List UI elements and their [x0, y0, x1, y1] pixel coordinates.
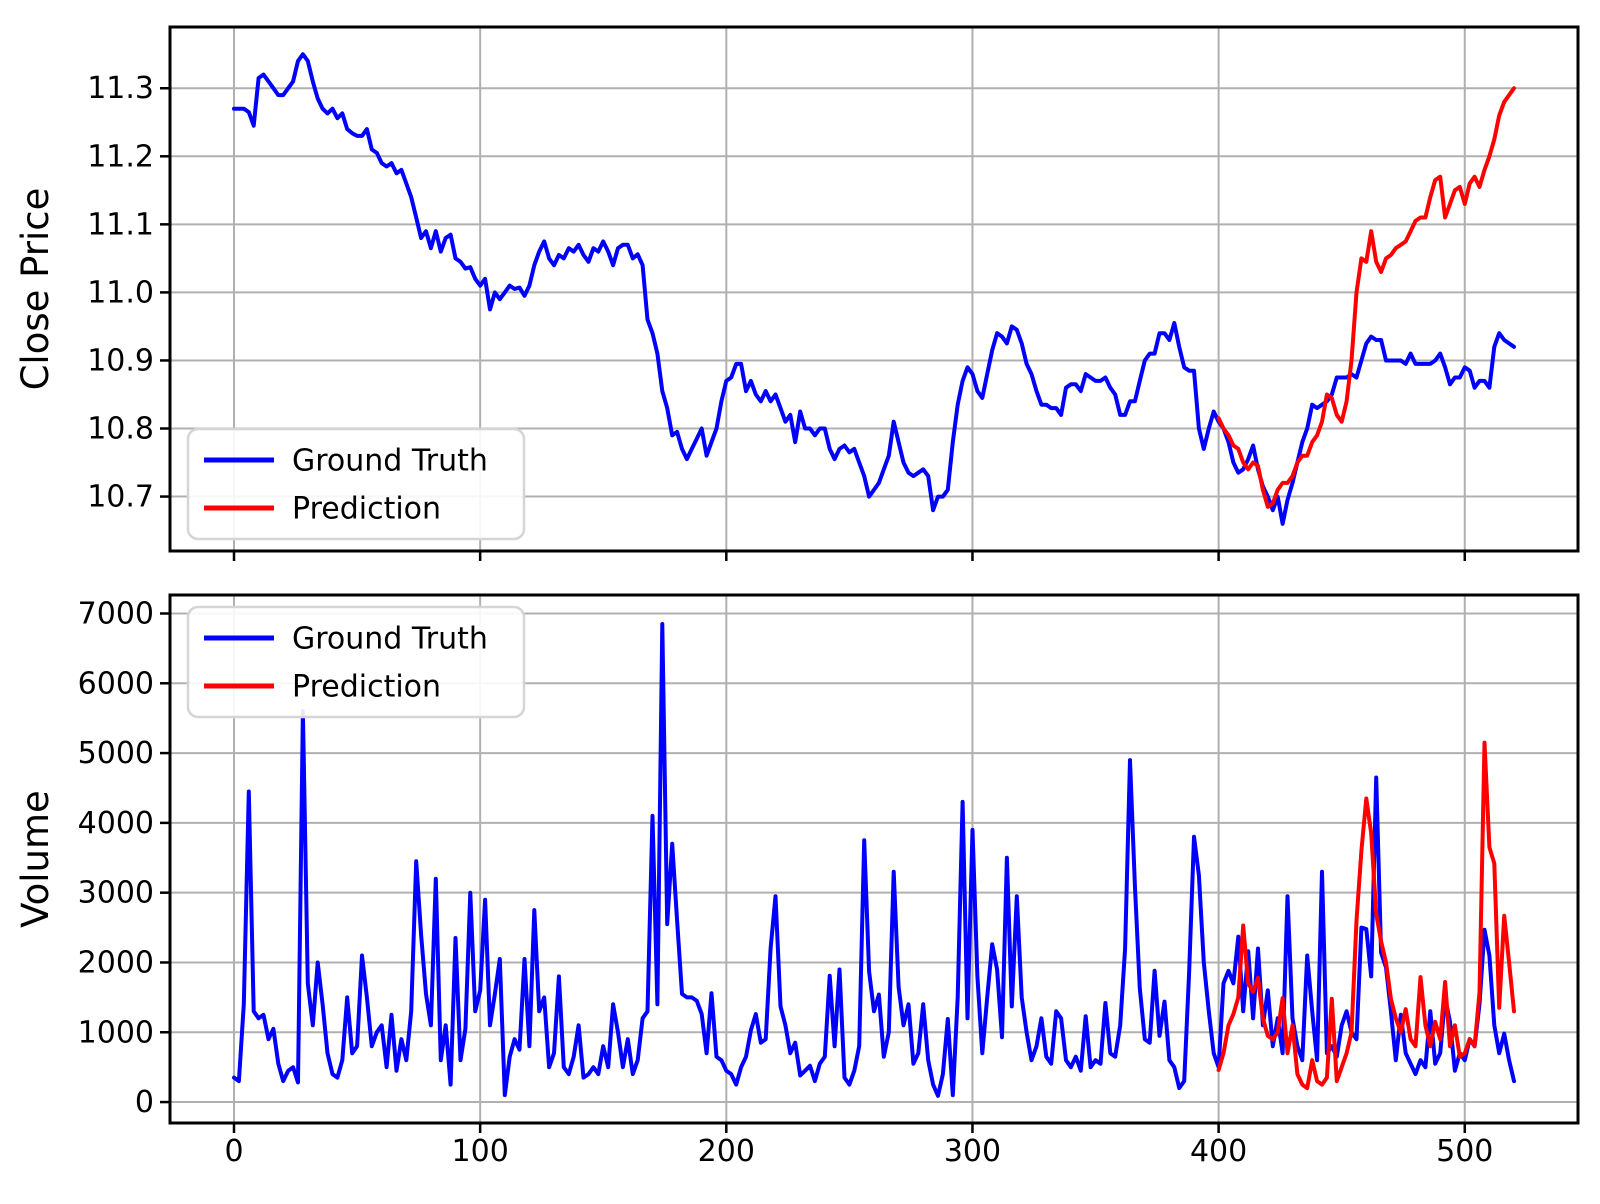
y-tick-label: 11.0: [87, 275, 154, 310]
x-tick-label: 100: [452, 1134, 509, 1169]
y-tick-label: 10.9: [87, 343, 154, 378]
close-price-subplot: 10.7 10.8 10.9 11.0 11.1 11.2 11.3 Close Price G…: [14, 25, 1580, 561]
axes-spines: [168, 25, 1580, 553]
legend: Ground Truth Prediction: [186, 427, 526, 541]
y-tick-label: 0: [135, 1085, 154, 1120]
y-tick-label: 5000: [78, 736, 154, 771]
y-tick-label: 11.3: [87, 71, 154, 106]
x-axis: [232, 551, 1467, 561]
prediction-line: [1216, 86, 1516, 509]
axes-spines: [168, 593, 1580, 1125]
y-axis-label: Close Price: [14, 188, 57, 391]
y-tick-label: 4000: [78, 806, 154, 841]
y-tick-label: 10.8: [87, 412, 154, 447]
y-tick-label: 10.7: [87, 480, 154, 515]
y-tick-label: 11.2: [87, 139, 154, 174]
y-tick-label: 6000: [78, 666, 154, 701]
x-tick-label: 300: [944, 1134, 1001, 1169]
y-tick-label: 7000: [78, 596, 154, 631]
volume-subplot: 0 100 200 300 400 500010002000300040005000600…: [14, 593, 1580, 1169]
legend-ground-truth-label: Ground Truth: [292, 622, 488, 657]
y-tick-label: 1000: [78, 1015, 154, 1050]
y-axis: 10.7 10.8 10.9 11.0 11.1 11.2 11.3: [87, 71, 170, 515]
grid: [170, 595, 1578, 1123]
y-tick-label: 2000: [78, 945, 154, 980]
legend: Ground Truth Prediction: [186, 605, 526, 719]
legend-prediction-label: Prediction: [292, 492, 441, 527]
x-tick-label: 200: [698, 1134, 755, 1169]
series-group: [232, 52, 1516, 526]
legend-prediction-label: Prediction: [292, 670, 441, 705]
x-tick-label: 400: [1190, 1134, 1247, 1169]
y-tick-label: 3000: [78, 876, 154, 911]
legend-box: [186, 605, 526, 719]
legend-box: [186, 427, 526, 541]
prediction-line: [1216, 740, 1516, 1091]
x-tick-label: 500: [1436, 1134, 1493, 1169]
x-tick-label: 0: [224, 1134, 243, 1169]
ground-truth-line: [232, 622, 1516, 1098]
ground-truth-line: [232, 52, 1516, 526]
legend-ground-truth-label: Ground Truth: [292, 444, 488, 479]
x-axis: 0 100 200 300 400 500: [224, 1123, 1493, 1169]
y-axis: 0 1000 2000 3000 4000 5000 6000 7000: [78, 596, 170, 1120]
y-tick-label: 11.1: [87, 207, 154, 242]
series-group: [232, 622, 1516, 1098]
y-axis-label: Volume: [14, 790, 57, 928]
